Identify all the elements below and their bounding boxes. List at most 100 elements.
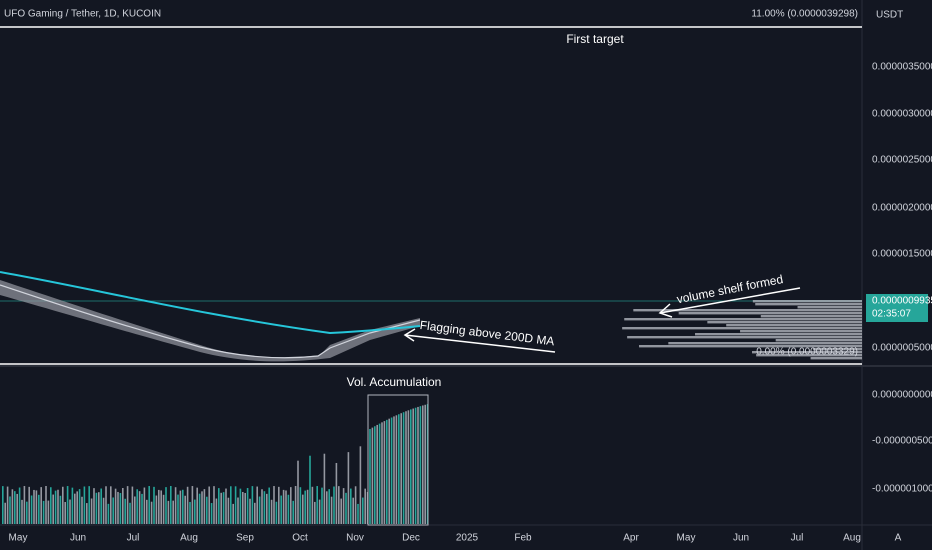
volume-bar — [376, 424, 378, 524]
volume-bar — [381, 422, 383, 524]
volume-bar — [42, 500, 45, 524]
target-label: 11.00% (0.0000039298) — [751, 9, 858, 20]
volume-bar — [81, 496, 83, 524]
volume-bar — [395, 415, 398, 524]
price-tick-label: 0.0000005000 — [872, 343, 932, 354]
volume-bar — [98, 492, 100, 524]
volume-bar — [230, 486, 232, 524]
volume-bar — [335, 462, 338, 524]
price-badge — [866, 294, 928, 322]
volume-bar — [393, 416, 395, 524]
profile-bar — [707, 321, 862, 324]
volume-bar — [232, 503, 234, 524]
volume-bar — [170, 486, 172, 524]
volume-bar — [11, 489, 14, 524]
volume-bar — [371, 427, 374, 524]
volume-bar — [405, 411, 407, 524]
time-tick-label: Sep — [236, 533, 254, 544]
time-tick-label: Nov — [346, 533, 364, 544]
volume-bar — [196, 487, 198, 524]
volume-bar — [412, 408, 414, 524]
volume-bar — [201, 491, 203, 524]
volume-title: Vol. Accumulation — [347, 375, 442, 389]
volume-bar — [362, 497, 364, 524]
volume-bar — [350, 488, 352, 524]
volume-bar — [52, 494, 54, 524]
volume-bar — [162, 494, 165, 524]
time-tick-label: 2025 — [456, 533, 479, 544]
volume-bar — [126, 486, 129, 524]
volume-bar — [28, 486, 30, 524]
scale-mode[interactable]: A — [895, 533, 902, 544]
volume-bar — [38, 494, 40, 524]
base-label: 0.00% (0.0000003329) — [756, 347, 858, 358]
price-tick-label: 0.0000025000 — [872, 155, 932, 166]
volume-bar — [374, 426, 376, 524]
volume-bar — [174, 487, 177, 524]
volume-bar — [398, 414, 400, 524]
volume-bar — [2, 486, 4, 524]
volume-bar — [177, 494, 179, 524]
volume-bar — [105, 486, 107, 524]
profile-bar — [755, 303, 862, 306]
shelf-arrowhead — [658, 303, 673, 318]
volume-bar — [165, 487, 167, 524]
volume-bar — [110, 486, 112, 524]
profile-bar — [627, 336, 862, 339]
volume-bar — [306, 489, 309, 524]
volume-tick-label: -0.0000010000 — [872, 484, 932, 495]
profile-bar — [678, 312, 862, 315]
volume-bar — [340, 498, 342, 524]
volume-bar — [299, 487, 302, 524]
volume-bar — [311, 486, 314, 524]
volume-bar — [364, 488, 366, 524]
volume-bar — [328, 489, 330, 524]
volume-bar — [69, 499, 71, 524]
time-tick-label: May — [677, 533, 696, 544]
volume-bar — [198, 493, 201, 524]
volume-bar — [414, 407, 417, 524]
volume-bar — [66, 486, 69, 524]
profile-bar — [752, 300, 862, 303]
volume-bar — [78, 489, 81, 524]
price-path — [0, 284, 421, 359]
volume-bar — [263, 491, 266, 524]
volume-bar — [191, 486, 194, 524]
volume-bar — [218, 488, 220, 524]
volume-bar — [410, 409, 412, 524]
volume-bar — [158, 489, 160, 524]
volume-bar — [388, 418, 390, 524]
volume-bar — [143, 487, 146, 524]
volume-bar — [95, 492, 98, 524]
volume-tick-label: 0.0000000000 — [872, 390, 932, 401]
volume-bar — [275, 501, 278, 524]
volume-bar — [254, 502, 256, 524]
moving-average — [0, 271, 421, 335]
volume-bar — [35, 490, 38, 524]
profile-bar — [812, 348, 862, 351]
volume-bar — [54, 490, 57, 524]
volume-bar — [14, 491, 16, 524]
volume-bar — [273, 486, 275, 524]
volume-bar — [150, 501, 153, 524]
volume-bar — [45, 486, 47, 524]
price-tick-label: 0.0000015000 — [872, 249, 932, 260]
volume-bar — [266, 493, 268, 524]
time-tick-label: Jul — [127, 533, 140, 544]
volume-bar — [71, 487, 74, 524]
volume-bar — [86, 503, 88, 524]
volume-bar — [6, 486, 9, 524]
currency[interactable]: USDT — [876, 10, 903, 21]
volume-bar — [76, 491, 78, 524]
volume-bar — [326, 491, 328, 524]
volume-bar — [270, 499, 273, 524]
volume-bar — [102, 497, 105, 524]
volume-bar — [242, 491, 244, 524]
volume-bar — [422, 405, 424, 524]
volume-bar — [172, 500, 174, 524]
volume-bar — [244, 492, 246, 524]
volume-bar — [282, 489, 285, 524]
time-tick-label: Jul — [791, 533, 804, 544]
